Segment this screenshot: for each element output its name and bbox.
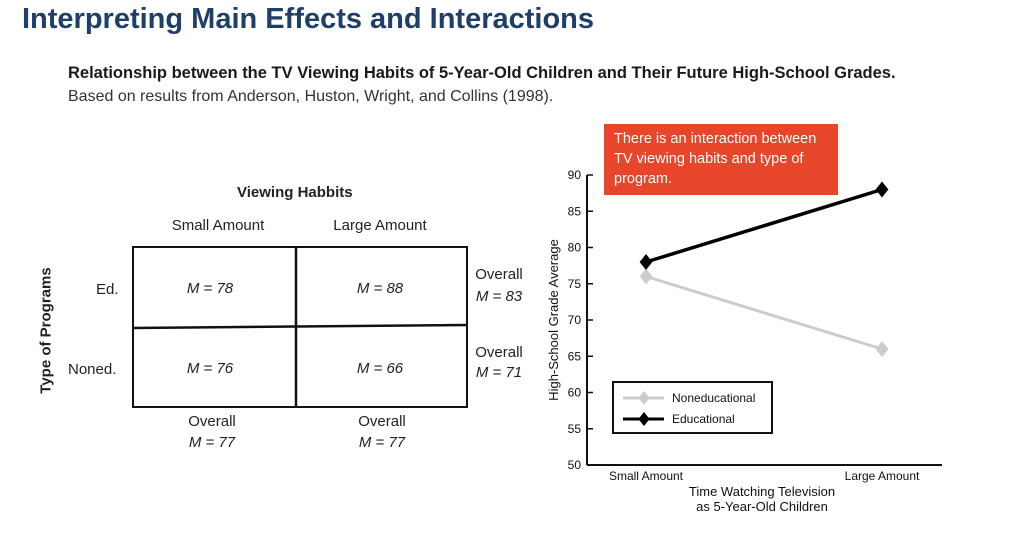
x-axis-title-line-1: Time Watching Television bbox=[689, 484, 835, 499]
series-line-educational bbox=[645, 187, 883, 264]
point-educational-0 bbox=[639, 254, 653, 270]
y-axis-title: High-School Grade Average bbox=[546, 239, 561, 401]
y-tick-label-80: 80 bbox=[568, 241, 582, 255]
point-noneducational-0 bbox=[639, 268, 653, 285]
y-tick-label-50: 50 bbox=[568, 458, 582, 472]
y-tick-label-65: 65 bbox=[568, 349, 582, 363]
table-column-header: Viewing Habbits bbox=[237, 184, 353, 201]
interaction-line-chart: 50 55 60 65 70 75 80 85 90 Small Amount Large Amou… bbox=[546, 168, 942, 514]
x-axis-title-line-2: as 5-Year-Old Children bbox=[696, 499, 828, 514]
legend-label-noneducational: Noneducational bbox=[672, 391, 755, 405]
table-cell-noned-small: M = 76 bbox=[186, 360, 234, 377]
table-inner-lines bbox=[132, 246, 468, 408]
legend-label-educational: Educational bbox=[672, 412, 735, 426]
figure-title: Relationship between the TV Viewing Habi… bbox=[68, 64, 896, 82]
col-overall-large-label: Overall bbox=[358, 413, 406, 430]
table-row-header: Type of Programs bbox=[37, 267, 55, 394]
y-tick-label-85: 85 bbox=[568, 204, 582, 218]
x-tick-label-1: Large Amount bbox=[845, 469, 920, 483]
legend-box bbox=[612, 381, 773, 434]
row-overall-ed-value: M = 83 bbox=[475, 288, 523, 305]
series-line-noneducational bbox=[645, 275, 883, 351]
table-column-label-small: Small Amount bbox=[171, 217, 265, 234]
x-tick-label-0: Small Amount bbox=[609, 469, 684, 483]
point-noneducational-1 bbox=[875, 341, 889, 357]
col-overall-small-value: M = 77 bbox=[188, 434, 236, 451]
y-tick-label-70: 70 bbox=[568, 313, 582, 327]
legend-marker-educational bbox=[638, 412, 650, 426]
table-cell-ed-small: M = 78 bbox=[186, 280, 234, 297]
col-overall-large-value: M = 77 bbox=[358, 434, 406, 451]
row-overall-noned-label: Overall bbox=[475, 344, 523, 361]
table-cell-noned-large: M = 66 bbox=[356, 360, 404, 377]
table-column-label-large: Large Amount bbox=[333, 217, 427, 234]
interaction-callout: There is an interaction between TV viewi… bbox=[604, 124, 838, 195]
page-title: Interpreting Main Effects and Interactio… bbox=[22, 3, 595, 35]
row-overall-ed-label: Overall bbox=[475, 266, 523, 283]
row-overall-noned-value: M = 71 bbox=[475, 364, 523, 381]
table-row-label-noned: Noned. bbox=[68, 361, 117, 378]
point-educational-1 bbox=[875, 181, 889, 198]
col-overall-small-label: Overall bbox=[188, 413, 236, 430]
y-tick-label-60: 60 bbox=[568, 386, 582, 400]
y-tick-label-75: 75 bbox=[568, 277, 582, 291]
y-tick-label-90: 90 bbox=[568, 168, 582, 182]
legend-marker-noneducational bbox=[638, 391, 650, 405]
y-tick-label-55: 55 bbox=[568, 422, 582, 436]
table-cell-ed-large: M = 88 bbox=[356, 280, 404, 297]
figure-source: Based on results from Anderson, Huston, … bbox=[68, 88, 554, 105]
table-row-label-ed: Ed. bbox=[96, 281, 119, 298]
